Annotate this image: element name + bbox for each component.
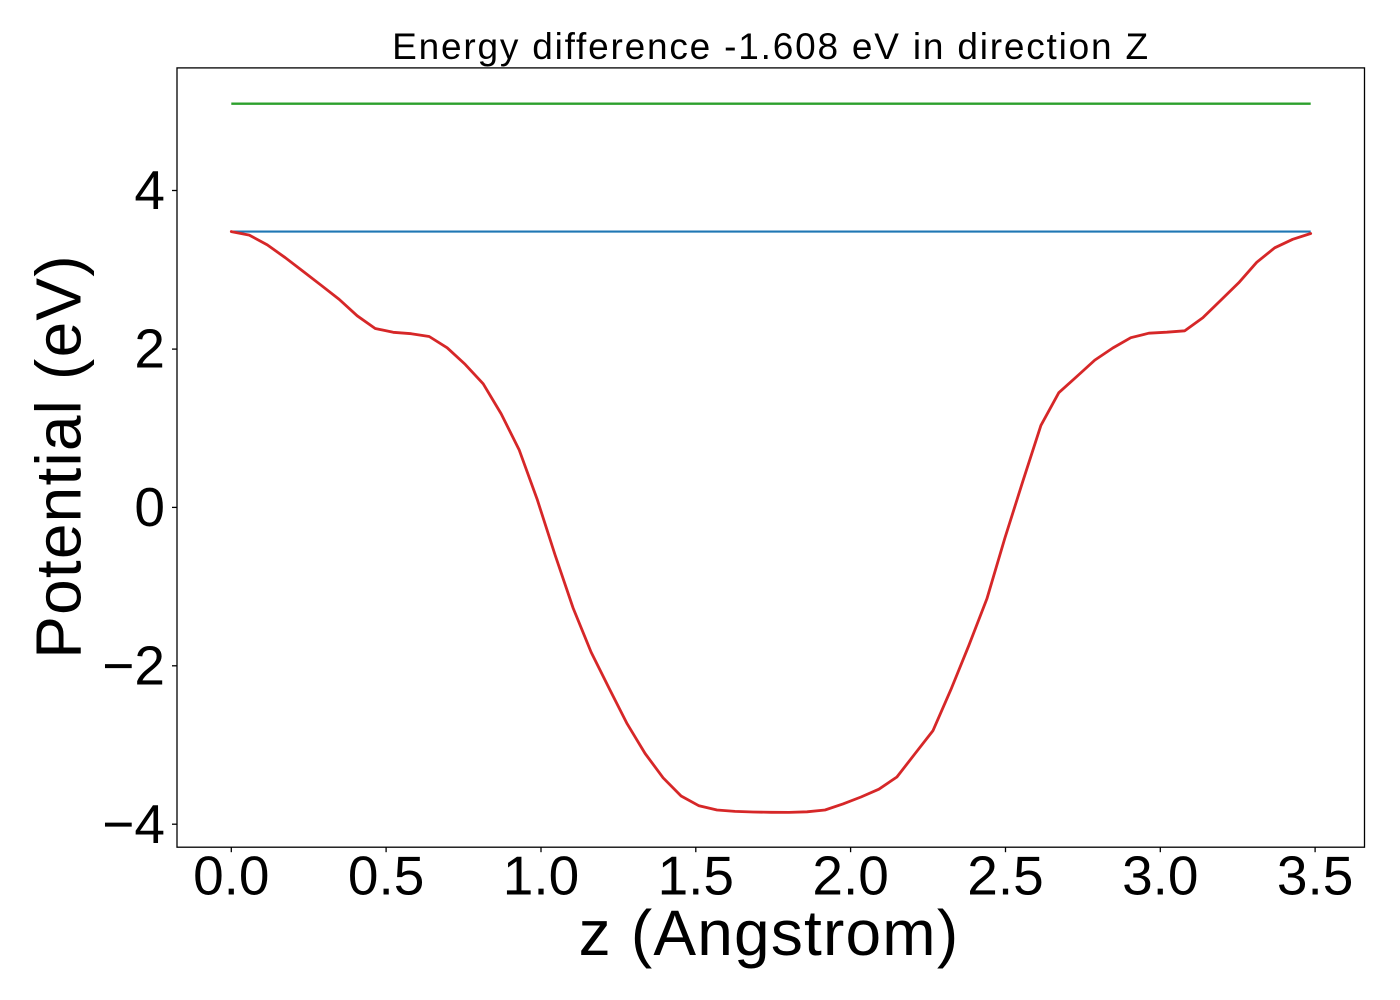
svg-text:1.5: 1.5 xyxy=(658,845,734,907)
svg-text:0.0: 0.0 xyxy=(193,845,269,907)
svg-text:−4: −4 xyxy=(102,793,165,855)
svg-text:−2: −2 xyxy=(102,634,165,696)
svg-text:0.5: 0.5 xyxy=(348,845,424,907)
svg-text:3.5: 3.5 xyxy=(1277,845,1353,907)
svg-text:2: 2 xyxy=(134,318,165,380)
svg-text:2.5: 2.5 xyxy=(967,845,1043,907)
svg-text:Energy difference -1.608 eV in: Energy difference -1.608 eV in direction… xyxy=(392,26,1150,67)
svg-text:0: 0 xyxy=(134,476,165,538)
svg-text:z (Angstrom): z (Angstrom) xyxy=(579,897,960,969)
svg-text:4: 4 xyxy=(134,159,165,221)
svg-text:2.0: 2.0 xyxy=(812,845,888,907)
svg-text:3.0: 3.0 xyxy=(1122,845,1198,907)
svg-text:Potential (eV): Potential (eV) xyxy=(23,254,95,659)
svg-text:1.0: 1.0 xyxy=(503,845,579,907)
